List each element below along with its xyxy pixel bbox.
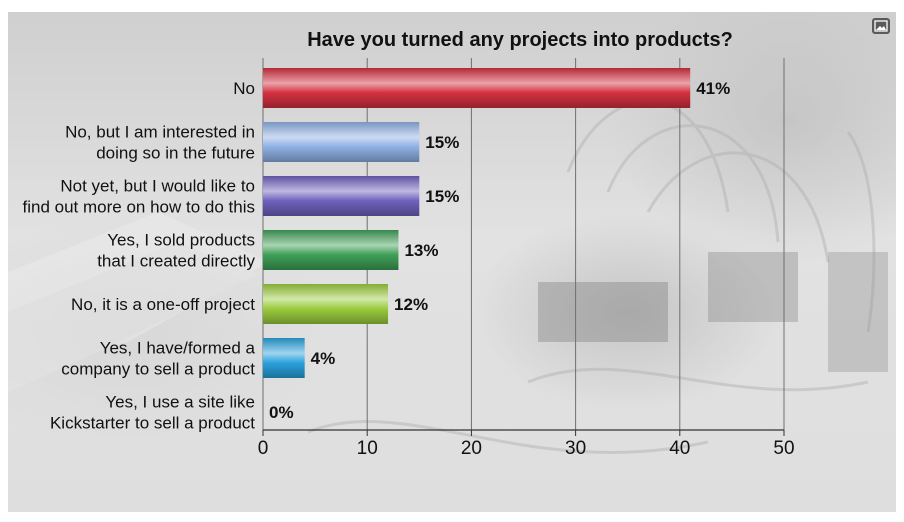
- bars: 41% 15% 15% 13% 12% 4% 0%: [263, 68, 730, 422]
- background-photo: [8, 99, 888, 454]
- category-label: Yes, I use a site like Kickstarter to sel…: [50, 393, 255, 433]
- bar: [263, 176, 420, 216]
- wires-shape: [307, 99, 876, 454]
- x-tick-label: 0: [258, 438, 269, 459]
- bar-value-label: 15%: [425, 133, 459, 152]
- bar-value-label: 4%: [311, 349, 336, 368]
- bar: [263, 122, 420, 162]
- bar: [263, 230, 399, 270]
- bar-value-label: 0%: [269, 403, 294, 422]
- category-label: Yes, I have/formed a company to sell a pr…: [61, 339, 255, 379]
- bar: [263, 338, 305, 378]
- image-icon-glyph: [874, 20, 888, 32]
- bar-chart: Have you turned any projects into produc…: [23, 29, 795, 459]
- board-shape: [538, 252, 888, 372]
- category-label: Not yet, but I would like to find out mor…: [23, 177, 255, 217]
- bar-value-label: 12%: [394, 295, 428, 314]
- bar: [263, 284, 389, 324]
- keyboard-shape: [8, 212, 268, 392]
- x-axis: 0 10 20 30 40 50: [258, 429, 795, 459]
- x-tick-label: 40: [669, 438, 690, 459]
- x-tick-label: 10: [357, 438, 378, 459]
- category-label: No, but I am interested in doing so in th…: [65, 123, 255, 163]
- chart-figure: Have you turned any projects into produc…: [8, 12, 896, 512]
- bar-value-label: 41%: [696, 79, 730, 98]
- category-label: No: [233, 79, 255, 98]
- bar-value-label: 15%: [425, 187, 459, 206]
- chart-title: Have you turned any projects into produc…: [307, 29, 733, 51]
- x-tick-label: 30: [565, 438, 586, 459]
- category-label: No, it is a one-off project: [71, 295, 255, 314]
- bar: [263, 68, 691, 108]
- x-tick-label: 20: [461, 438, 482, 459]
- category-labels: No No, but I am interested in doing so in …: [23, 79, 256, 433]
- image-icon[interactable]: [872, 18, 890, 34]
- bar-value-label: 13%: [404, 241, 438, 260]
- x-tick-label: 50: [773, 438, 794, 459]
- category-label: Yes, I sold products that I created direc…: [97, 231, 255, 271]
